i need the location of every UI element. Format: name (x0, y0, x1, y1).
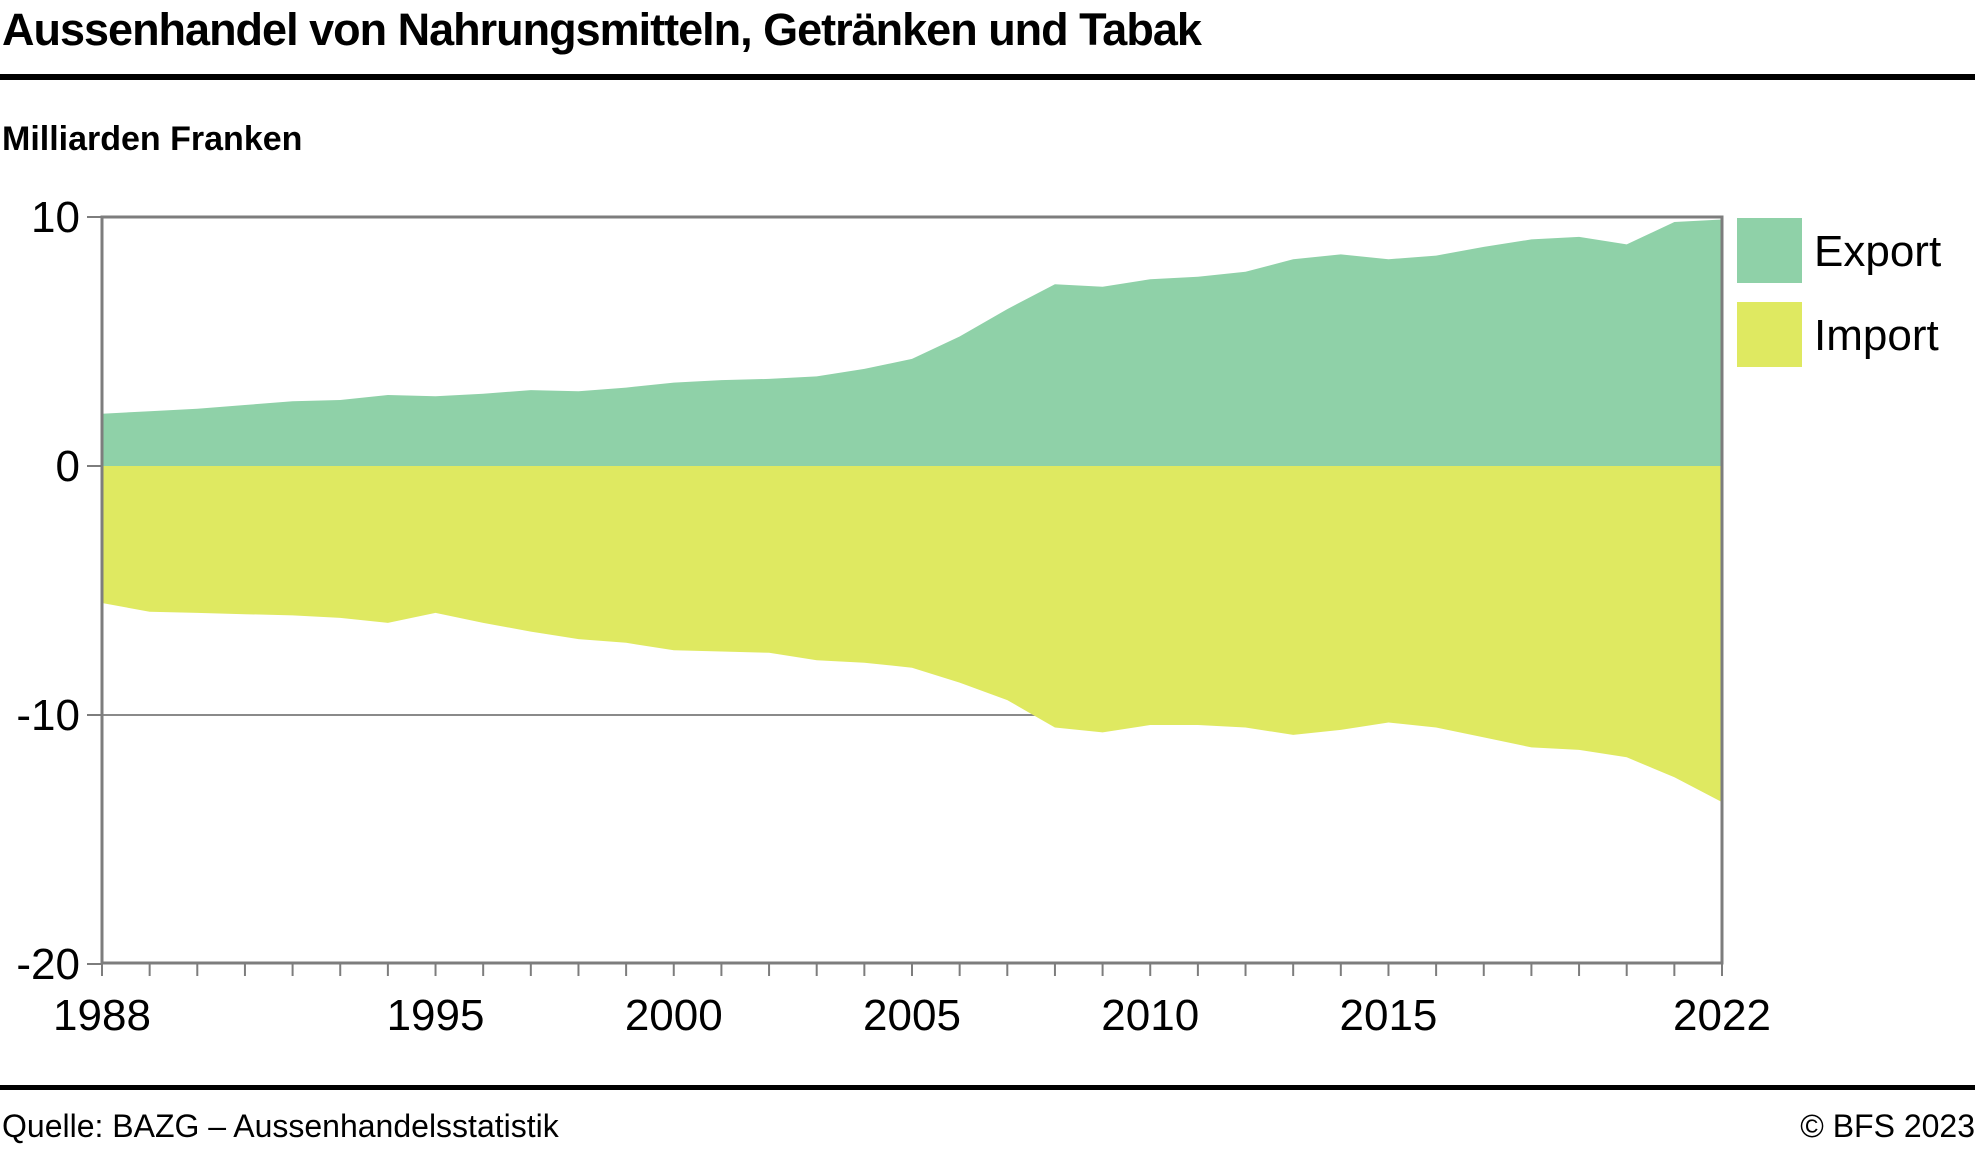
y-axis-label--20: -20 (16, 940, 80, 989)
area-import (102, 466, 1722, 803)
page-title: Aussenhandel von Nahrungsmitteln, Geträn… (2, 4, 1202, 55)
y-axis-label-0: 0 (56, 442, 80, 491)
x-axis-label-2010: 2010 (1101, 991, 1199, 1040)
footer: Quelle: BAZG – Aussenhandelsstatistik © … (2, 1108, 1975, 1145)
legend-import-label: Import (1814, 311, 1939, 360)
title-rule (0, 74, 1975, 80)
x-axis-label-1995: 1995 (387, 991, 485, 1040)
x-axis-label-2022: 2022 (1673, 991, 1771, 1040)
x-axis-label-1988: 1988 (53, 991, 151, 1040)
x-axis-label-2015: 2015 (1340, 991, 1438, 1040)
x-axis-label-2000: 2000 (625, 991, 723, 1040)
legend-export-swatch (1737, 218, 1802, 283)
footer-rule (0, 1085, 1975, 1090)
series-area-layer (102, 219, 1722, 803)
legend-export-label: Export (1814, 227, 1941, 276)
area-export (102, 219, 1722, 466)
y-axis-label-10: 10 (31, 193, 80, 242)
y-axis-unit-label: Milliarden Franken (2, 120, 303, 158)
axis-tick-layer (87, 216, 1723, 976)
axis-label-layer: 1988 1995 2000 2005 2010 2015 2022 10 0 -10 -20 (16, 193, 1771, 1040)
x-axis-label-2005: 2005 (863, 991, 961, 1040)
copyright-note: © BFS 2023 (1800, 1108, 1975, 1144)
source-note: Quelle: BAZG – Aussenhandelsstatistik (2, 1108, 559, 1144)
y-axis-label--10: -10 (16, 691, 80, 740)
legend-import-swatch (1737, 302, 1802, 367)
legend: Export Import (1737, 218, 1941, 367)
